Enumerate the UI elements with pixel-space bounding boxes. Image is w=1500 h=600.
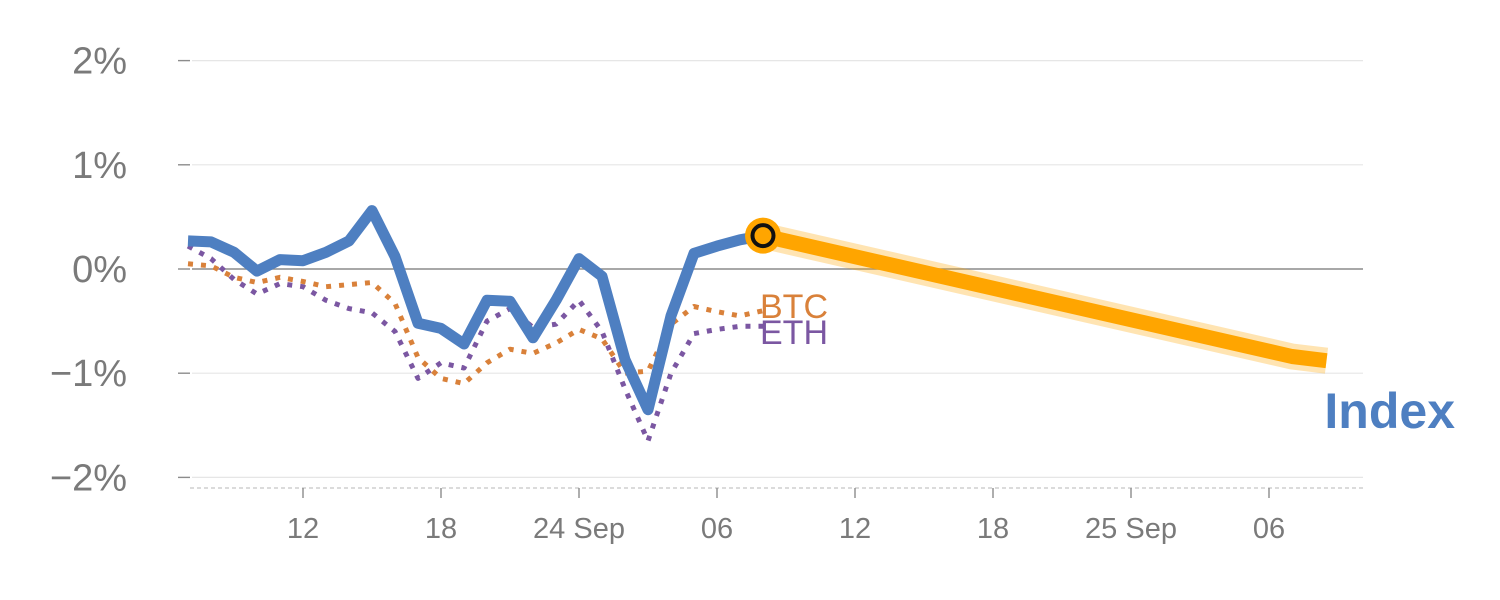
- y-axis-ticks: 2% 1% 0% −1% −2%: [50, 41, 127, 500]
- x-tick-label: 06: [1253, 513, 1285, 545]
- series-label-btc: BTC: [760, 288, 828, 326]
- series-label-eth: ETH: [760, 314, 828, 352]
- y-tick-label: 0%: [72, 249, 127, 291]
- series-lines: [186, 205, 1329, 444]
- y-tick-label: −1%: [50, 353, 127, 395]
- x-tick-label: 18: [425, 513, 457, 545]
- x-tick-label: 24 Sep: [533, 513, 625, 545]
- endpoint-marker-ring: [745, 217, 781, 254]
- y-tick-label: 2%: [72, 41, 127, 83]
- endpoint-marker: [750, 223, 776, 249]
- x-tick-label: 18: [977, 513, 1009, 545]
- x-tick-label: 12: [839, 513, 871, 545]
- series-label-index: Index: [1324, 383, 1455, 439]
- series-line-index: [187, 205, 764, 416]
- x-axis-ticks: 12 18 24 Sep 06 12 18 25 Sep 06: [287, 488, 1285, 545]
- grid-lines: [178, 59, 1363, 489]
- y-tick-label: 1%: [72, 145, 127, 187]
- x-tick-label: 06: [701, 513, 733, 545]
- projection-line: [761, 228, 1328, 369]
- y-tick-label: −2%: [50, 457, 127, 499]
- series-line-eth: [186, 243, 763, 444]
- x-tick-label: 25 Sep: [1085, 513, 1177, 545]
- x-tick-label: 12: [287, 513, 319, 545]
